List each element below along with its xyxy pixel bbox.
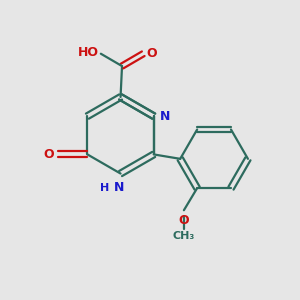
Text: CH₃: CH₃ [173,231,195,241]
Text: O: O [178,214,189,227]
Text: HO: HO [77,46,98,59]
Text: N: N [114,181,124,194]
Text: O: O [146,47,157,60]
Text: N: N [160,110,171,123]
Text: H: H [100,183,110,193]
Text: O: O [44,148,54,161]
